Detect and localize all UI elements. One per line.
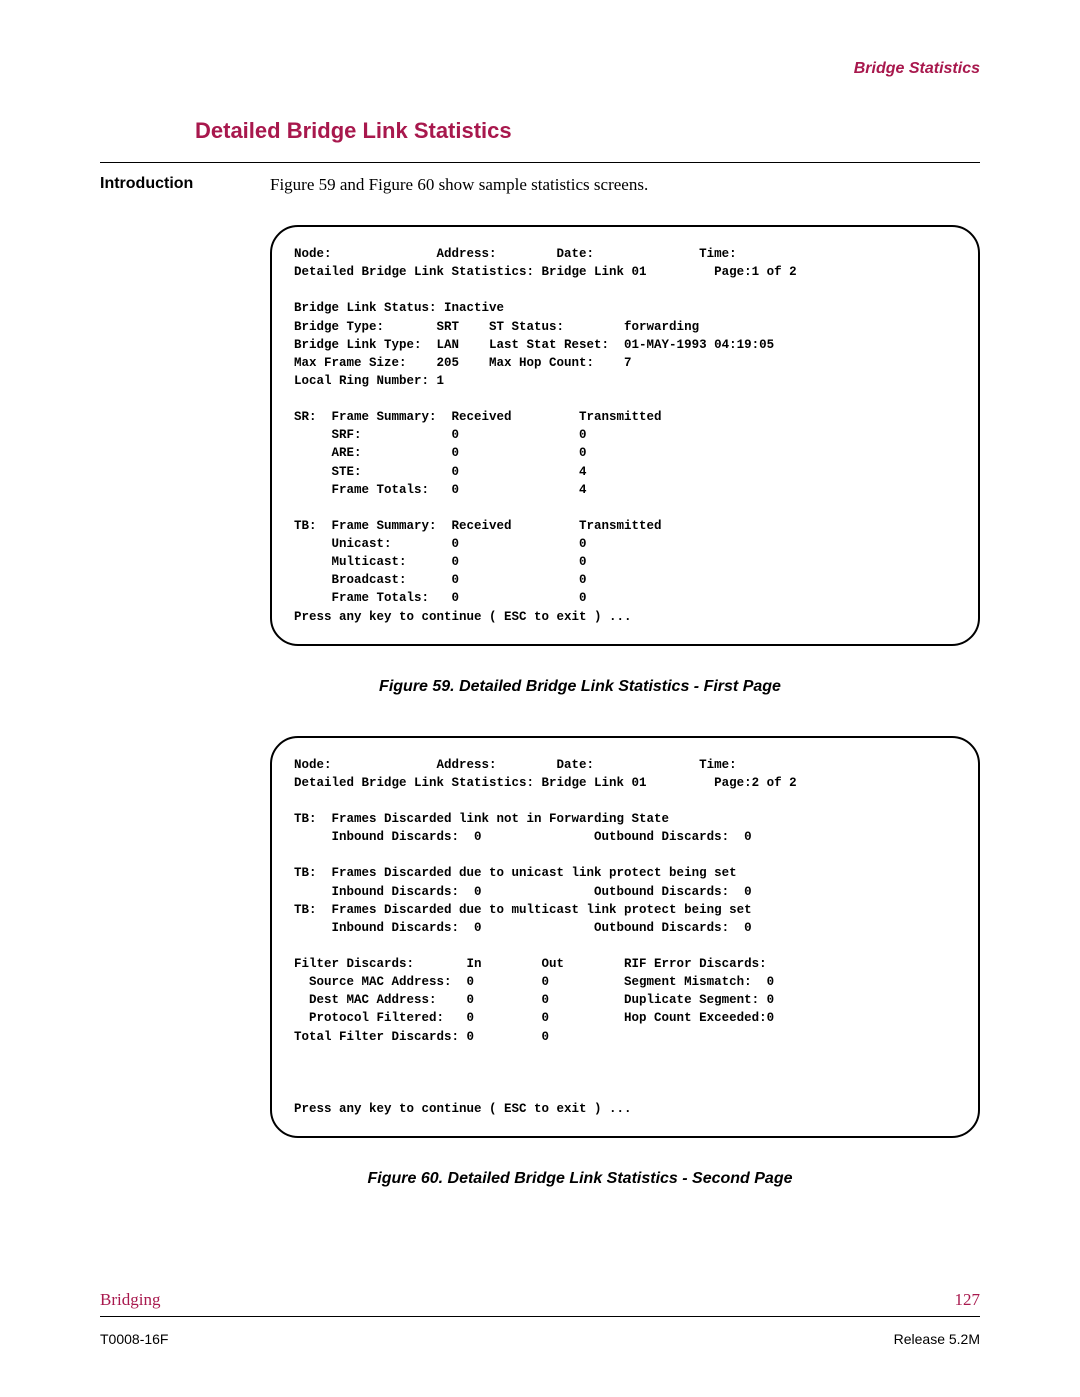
term-line: Max Frame Size: 205 Max Hop Count: 7 xyxy=(294,356,632,370)
section-title: Detailed Bridge Link Statistics xyxy=(195,118,980,144)
term-line: Press any key to continue ( ESC to exit … xyxy=(294,610,632,624)
term-line: Frame Totals: 0 4 xyxy=(294,483,587,497)
intro-row: Introduction Figure 59 and Figure 60 sho… xyxy=(100,162,980,195)
footer-top: Bridging 127 xyxy=(100,1290,980,1317)
term-line: SR: Frame Summary: Received Transmitted xyxy=(294,410,662,424)
footer-page-number: 127 xyxy=(955,1290,981,1310)
term-line: Unicast: 0 0 xyxy=(294,537,587,551)
term-line: TB: Frames Discarded link not in Forward… xyxy=(294,812,669,826)
figure-caption-1: Figure 59. Detailed Bridge Link Statisti… xyxy=(180,678,980,696)
term-line: Protocol Filtered: 0 0 Hop Count Exceede… xyxy=(294,1011,774,1025)
footer-doc-id: T0008-16F xyxy=(100,1331,168,1347)
term-line: Detailed Bridge Link Statistics: Bridge … xyxy=(294,265,797,279)
term-line: Dest MAC Address: 0 0 Duplicate Segment:… xyxy=(294,993,774,1007)
term-line: Detailed Bridge Link Statistics: Bridge … xyxy=(294,776,797,790)
footer-section-name: Bridging xyxy=(100,1290,160,1310)
term-line: Total Filter Discards: 0 0 xyxy=(294,1030,549,1044)
intro-text: Figure 59 and Figure 60 show sample stat… xyxy=(270,175,648,195)
term-line: Frame Totals: 0 0 xyxy=(294,591,587,605)
term-line: TB: Frame Summary: Received Transmitted xyxy=(294,519,662,533)
term-line: TB: Frames Discarded due to multicast li… xyxy=(294,903,752,917)
page-footer: Bridging 127 T0008-16F Release 5.2M xyxy=(100,1290,980,1347)
footer-bottom: T0008-16F Release 5.2M xyxy=(100,1331,980,1347)
term-line: Node: Address: Date: Time: xyxy=(294,758,737,772)
term-line: Inbound Discards: 0 Outbound Discards: 0 xyxy=(294,830,752,844)
term-line: Broadcast: 0 0 xyxy=(294,573,587,587)
page: Bridge Statistics Detailed Bridge Link S… xyxy=(0,0,1080,1278)
term-line: STE: 0 4 xyxy=(294,465,587,479)
term-line: Source MAC Address: 0 0 Segment Mismatch… xyxy=(294,975,774,989)
intro-label: Introduction xyxy=(100,175,270,195)
figure-caption-2: Figure 60. Detailed Bridge Link Statisti… xyxy=(180,1170,980,1188)
term-line: SRF: 0 0 xyxy=(294,428,587,442)
term-line: Bridge Type: SRT ST Status: forwarding xyxy=(294,320,699,334)
term-line: Press any key to continue ( ESC to exit … xyxy=(294,1102,632,1116)
footer-release: Release 5.2M xyxy=(894,1331,980,1347)
term-line: Inbound Discards: 0 Outbound Discards: 0 xyxy=(294,885,752,899)
term-line: Inbound Discards: 0 Outbound Discards: 0 xyxy=(294,921,752,935)
term-line: Local Ring Number: 1 xyxy=(294,374,444,388)
term-line: Multicast: 0 0 xyxy=(294,555,587,569)
term-line: Bridge Link Status: Inactive xyxy=(294,301,504,315)
term-line: TB: Frames Discarded due to unicast link… xyxy=(294,866,737,880)
terminal-screen-2: Node: Address: Date: Time: Detailed Brid… xyxy=(270,736,980,1139)
term-line: Filter Discards: In Out RIF Error Discar… xyxy=(294,957,767,971)
page-header: Bridge Statistics xyxy=(100,60,980,78)
term-line: Bridge Link Type: LAN Last Stat Reset: 0… xyxy=(294,338,774,352)
term-line: Node: Address: Date: Time: xyxy=(294,247,737,261)
term-line: ARE: 0 0 xyxy=(294,446,587,460)
terminal-screen-1: Node: Address: Date: Time: Detailed Brid… xyxy=(270,225,980,646)
